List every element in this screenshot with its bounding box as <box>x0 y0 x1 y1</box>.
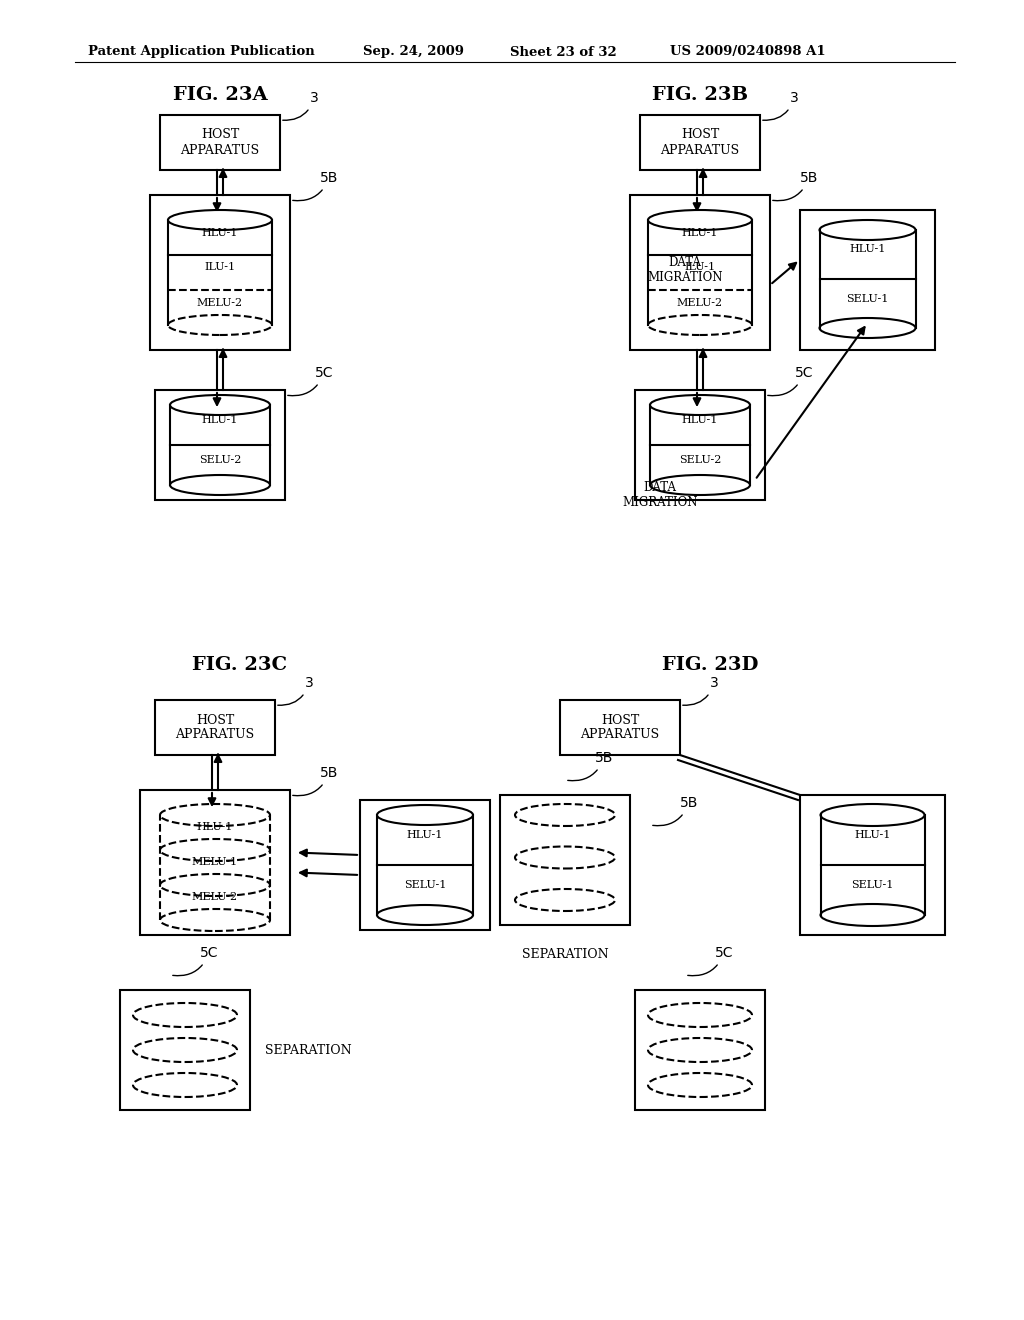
Text: HLU-1: HLU-1 <box>202 227 239 238</box>
Text: MELU-1: MELU-1 <box>191 857 238 867</box>
Text: HOST
APPARATUS: HOST APPARATUS <box>581 714 659 742</box>
Ellipse shape <box>515 888 615 911</box>
Text: HLU-1: HLU-1 <box>849 244 886 255</box>
Polygon shape <box>648 220 752 325</box>
Text: 5B: 5B <box>293 172 338 201</box>
Text: SELU-1: SELU-1 <box>403 880 446 890</box>
Ellipse shape <box>515 846 615 869</box>
Ellipse shape <box>133 1003 237 1027</box>
Polygon shape <box>170 405 270 484</box>
Text: 5C: 5C <box>173 946 218 975</box>
Polygon shape <box>650 405 750 484</box>
Bar <box>140 789 290 935</box>
Bar <box>635 389 765 500</box>
Ellipse shape <box>160 840 270 861</box>
Text: FIG. 23C: FIG. 23C <box>193 656 288 675</box>
Ellipse shape <box>819 318 915 338</box>
Text: DATA
MIGRATION: DATA MIGRATION <box>647 256 723 284</box>
Bar <box>640 115 760 170</box>
Ellipse shape <box>168 315 272 335</box>
Ellipse shape <box>648 1038 752 1063</box>
Bar <box>800 795 945 935</box>
Text: 3: 3 <box>683 676 719 705</box>
Text: 5B: 5B <box>293 766 338 796</box>
Text: 5B: 5B <box>773 172 818 201</box>
Text: HLU-1: HLU-1 <box>682 414 718 425</box>
Text: FIG. 23A: FIG. 23A <box>173 86 267 104</box>
Bar <box>635 990 765 1110</box>
Bar <box>560 700 680 755</box>
Text: HOST
APPARATUS: HOST APPARATUS <box>175 714 255 742</box>
Bar <box>150 195 290 350</box>
Ellipse shape <box>160 804 270 826</box>
Text: HLU-1: HLU-1 <box>407 830 443 840</box>
Text: Sheet 23 of 32: Sheet 23 of 32 <box>510 45 616 58</box>
Text: MELU-2: MELU-2 <box>197 297 243 308</box>
Text: MELU-2: MELU-2 <box>191 892 238 902</box>
Ellipse shape <box>160 909 270 931</box>
Text: HOST
APPARATUS: HOST APPARATUS <box>660 128 739 157</box>
Ellipse shape <box>820 804 925 826</box>
Ellipse shape <box>648 315 752 335</box>
Bar <box>630 195 770 350</box>
Bar <box>800 210 935 350</box>
Ellipse shape <box>170 475 270 495</box>
Text: HLU-1: HLU-1 <box>202 414 239 425</box>
Ellipse shape <box>650 395 750 414</box>
Text: HLU-1: HLU-1 <box>682 227 718 238</box>
Text: SELU-1: SELU-1 <box>846 293 889 304</box>
Text: HLU-1: HLU-1 <box>197 822 233 832</box>
Bar <box>120 990 250 1110</box>
Text: SELU-2: SELU-2 <box>679 455 721 465</box>
Text: 5C: 5C <box>288 366 334 396</box>
Ellipse shape <box>133 1073 237 1097</box>
Ellipse shape <box>819 220 915 240</box>
Polygon shape <box>820 814 925 915</box>
Text: ILU-1: ILU-1 <box>684 263 716 272</box>
Text: SELU-1: SELU-1 <box>851 879 894 890</box>
Polygon shape <box>819 230 915 327</box>
Ellipse shape <box>377 906 473 925</box>
Text: FIG. 23D: FIG. 23D <box>662 656 758 675</box>
Text: 5B: 5B <box>652 796 698 826</box>
Text: 5B: 5B <box>567 751 613 780</box>
Ellipse shape <box>650 475 750 495</box>
Text: 3: 3 <box>763 91 799 120</box>
Text: US 2009/0240898 A1: US 2009/0240898 A1 <box>670 45 825 58</box>
Text: SEPARATION: SEPARATION <box>265 1044 351 1056</box>
Ellipse shape <box>133 1038 237 1063</box>
Text: Sep. 24, 2009: Sep. 24, 2009 <box>362 45 464 58</box>
Text: Patent Application Publication: Patent Application Publication <box>88 45 314 58</box>
Text: 5C: 5C <box>688 946 733 975</box>
Text: FIG. 23B: FIG. 23B <box>652 86 749 104</box>
Text: SELU-2: SELU-2 <box>199 455 242 465</box>
Text: DATA
MIGRATION: DATA MIGRATION <box>623 480 697 510</box>
Ellipse shape <box>515 804 615 826</box>
Text: MELU-2: MELU-2 <box>677 297 723 308</box>
Bar <box>155 700 275 755</box>
Bar <box>160 115 280 170</box>
Ellipse shape <box>820 904 925 927</box>
Ellipse shape <box>377 805 473 825</box>
Text: 5C: 5C <box>768 366 813 396</box>
Ellipse shape <box>168 210 272 230</box>
Ellipse shape <box>648 1073 752 1097</box>
Text: ILU-1: ILU-1 <box>205 263 236 272</box>
Polygon shape <box>160 814 270 920</box>
Polygon shape <box>168 220 272 325</box>
Ellipse shape <box>160 874 270 896</box>
Ellipse shape <box>170 395 270 414</box>
Text: SEPARATION: SEPARATION <box>521 949 608 961</box>
Text: HLU-1: HLU-1 <box>854 829 891 840</box>
Bar <box>155 389 285 500</box>
Text: 3: 3 <box>278 676 313 705</box>
Ellipse shape <box>648 1003 752 1027</box>
Polygon shape <box>377 814 473 915</box>
Text: HOST
APPARATUS: HOST APPARATUS <box>180 128 259 157</box>
Text: 3: 3 <box>283 91 318 120</box>
Bar <box>360 800 490 931</box>
Bar <box>500 795 630 925</box>
Ellipse shape <box>648 210 752 230</box>
